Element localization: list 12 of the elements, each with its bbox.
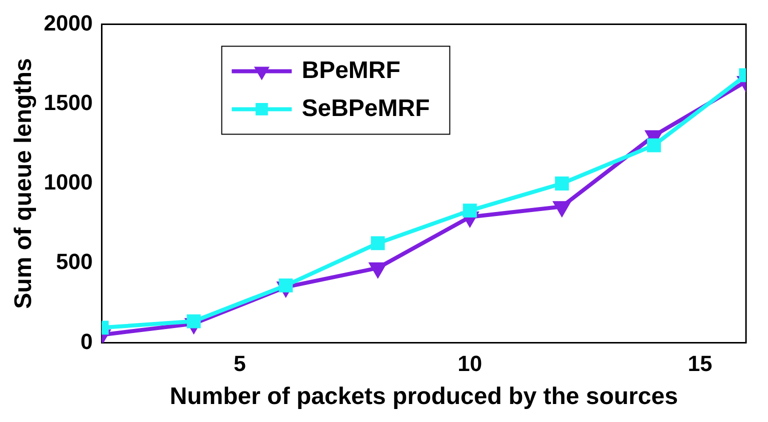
y-tick-label: 1500 bbox=[44, 90, 93, 115]
y-tick-label: 1000 bbox=[44, 170, 93, 195]
x-tick-label: 10 bbox=[458, 351, 482, 376]
y-tick-label: 0 bbox=[80, 328, 93, 354]
legend-label: BPeMRF bbox=[302, 56, 400, 84]
y-tick-label: 500 bbox=[56, 249, 93, 274]
x-tick-label: 5 bbox=[234, 351, 246, 376]
y-tick-label: 2000 bbox=[44, 10, 93, 36]
y-axis-title: Sum of queue lengths bbox=[10, 58, 38, 309]
x-tick-label: 15 bbox=[688, 351, 712, 376]
x-axis-title: Number of packets produced by the sources bbox=[170, 383, 678, 410]
legend-label: SeBPeMRF bbox=[302, 94, 430, 122]
